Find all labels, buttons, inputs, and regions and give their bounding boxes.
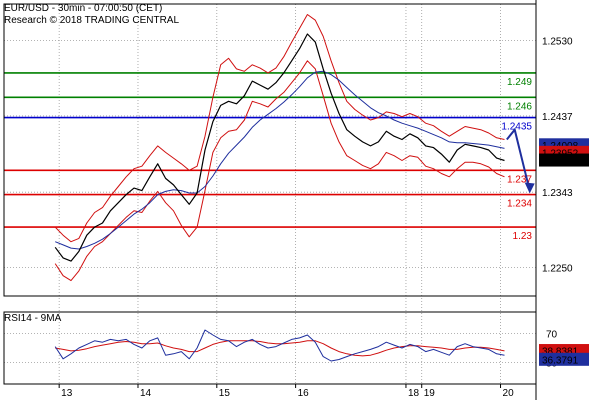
price-tick-label: 1.2530 bbox=[542, 37, 573, 48]
x-tick-label: 18 bbox=[408, 388, 420, 399]
price-marker-box bbox=[539, 153, 589, 167]
level-label: 1.234 bbox=[507, 199, 532, 210]
x-tick-label: 15 bbox=[219, 388, 231, 399]
price-series bbox=[54, 14, 535, 282]
copyright-line: Research © 2018 TRADING CENTRAL bbox=[4, 15, 179, 26]
price-line bbox=[54, 33, 505, 262]
price-marker-label: 1.2382 bbox=[542, 156, 573, 167]
rsi-marker-box bbox=[539, 352, 589, 366]
axes: 1.22501.23431.24371.25301314151618192030… bbox=[3, 0, 573, 400]
rsi-title: RSI14 - 9MA bbox=[4, 313, 62, 324]
rsi-marker-label: 36.3791 bbox=[542, 355, 579, 366]
projection-arrow bbox=[506, 127, 531, 191]
level-label: 1.237 bbox=[507, 174, 532, 185]
upper-band-line bbox=[54, 14, 505, 243]
level-label: 1.23 bbox=[513, 231, 533, 242]
x-tick-label: 20 bbox=[503, 388, 515, 399]
lower-band-line bbox=[54, 60, 505, 282]
projection-arrow-head bbox=[524, 182, 535, 194]
price-tick-label: 1.2250 bbox=[542, 264, 573, 275]
rsi-line bbox=[54, 329, 505, 362]
level-label: 1.2435 bbox=[501, 122, 532, 133]
rsi-marker-label: 38.8381 bbox=[542, 347, 579, 358]
x-tick-label: 13 bbox=[61, 388, 73, 399]
price-tick-label: 1.2343 bbox=[542, 188, 573, 199]
rsi-tick-label: 70 bbox=[546, 330, 558, 341]
moving-average-line bbox=[55, 70, 505, 250]
x-tick-label: 14 bbox=[140, 388, 152, 399]
x-tick-label: 19 bbox=[424, 388, 436, 399]
level-label: 1.246 bbox=[507, 101, 532, 112]
support-resistance-lines: 1.249 1.246 1.2435 1.237 1.234 1.23 bbox=[4, 72, 536, 242]
chart-title: EUR/USD - 30min - 07:00:50 (CET) bbox=[4, 3, 162, 14]
rsi-series bbox=[54, 329, 505, 362]
x-tick-label: 16 bbox=[298, 388, 310, 399]
price-tick-label: 1.2437 bbox=[542, 112, 573, 123]
level-label: 1.249 bbox=[507, 77, 532, 88]
